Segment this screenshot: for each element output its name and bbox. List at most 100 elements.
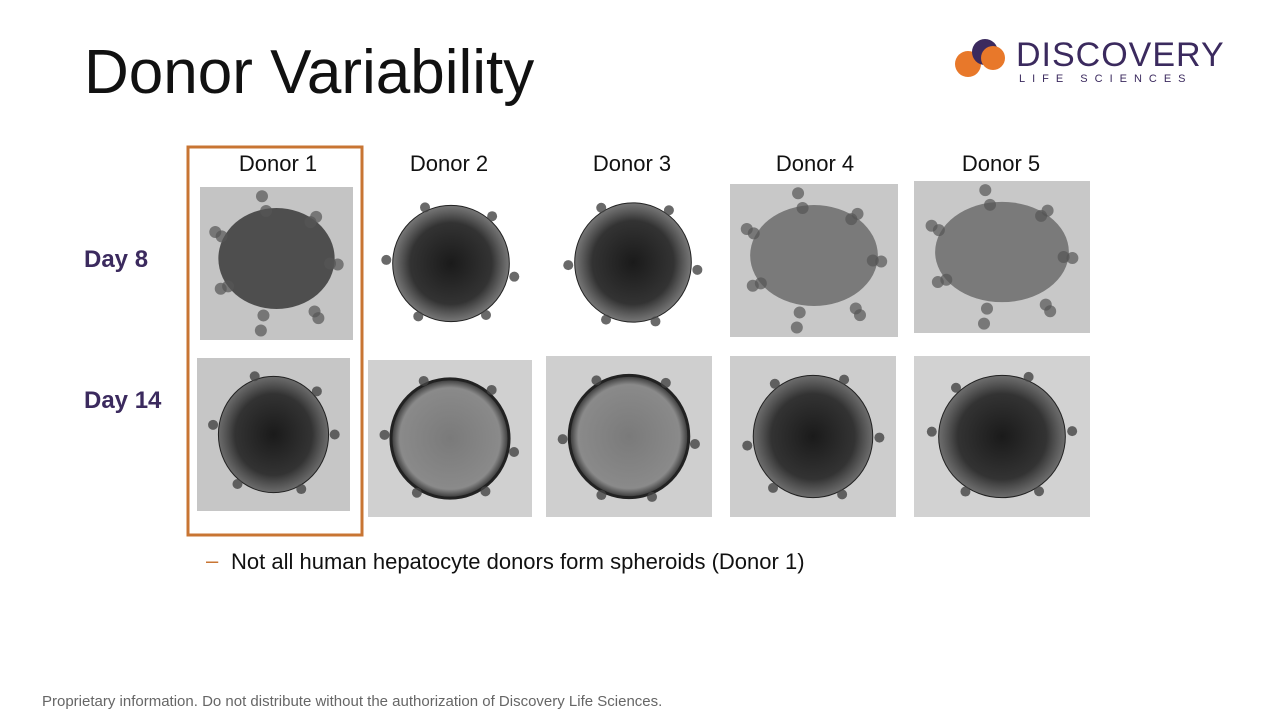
cell	[875, 255, 888, 268]
cell-cluster	[935, 201, 1069, 303]
cell	[979, 184, 992, 197]
cell	[591, 375, 602, 386]
spheroid	[392, 204, 510, 323]
spheroid	[217, 375, 330, 494]
cell	[413, 311, 424, 322]
cell	[793, 306, 806, 319]
bullet-dash: –	[206, 548, 219, 573]
cell	[418, 375, 429, 386]
cell	[853, 309, 866, 322]
cell	[874, 432, 885, 443]
cell	[563, 260, 574, 271]
spheroid	[389, 377, 511, 500]
microscopy-image	[546, 356, 712, 517]
cell	[692, 264, 703, 275]
microscopy-image	[197, 358, 350, 511]
cell	[232, 478, 243, 489]
cell	[311, 386, 322, 397]
cell	[254, 324, 267, 337]
cell	[851, 207, 864, 220]
cell	[249, 371, 260, 382]
column-label: Donor 5	[962, 151, 1040, 176]
bullet-text: Not all human hepatocyte donors form sph…	[231, 549, 805, 574]
cell	[1066, 252, 1079, 265]
microscopy-image	[368, 360, 532, 517]
cell	[931, 276, 944, 289]
cell	[1023, 371, 1034, 382]
cell	[740, 222, 753, 235]
cell	[769, 378, 780, 389]
slide-title: Donor Variability	[84, 38, 534, 107]
cell	[1034, 486, 1045, 497]
row-label: Day 8	[84, 246, 148, 273]
cell-cluster	[218, 208, 335, 309]
cell	[411, 487, 422, 498]
cell	[487, 211, 498, 222]
microscopy-image	[914, 356, 1090, 517]
microscopy-image	[200, 187, 353, 340]
footer: Proprietary information. Do not distribu…	[42, 693, 662, 710]
cell	[742, 440, 753, 451]
cell	[509, 447, 520, 458]
spheroid	[567, 373, 691, 500]
column-label: Donor 3	[593, 151, 671, 176]
microscopy-image	[730, 356, 896, 517]
cell	[596, 202, 607, 213]
cell	[960, 486, 971, 497]
cell	[790, 321, 803, 334]
cell	[331, 258, 344, 271]
image-grid	[197, 181, 1090, 517]
cell	[381, 254, 392, 265]
cell	[214, 282, 227, 295]
cell	[984, 198, 997, 211]
column-label: Donor 4	[776, 151, 854, 176]
logo-name: DISCOVERY	[1016, 36, 1225, 74]
cell	[1057, 251, 1070, 263]
spheroid	[938, 374, 1066, 499]
cell	[792, 187, 805, 200]
cell	[796, 201, 809, 214]
cell	[601, 314, 612, 325]
spheroid	[752, 374, 874, 499]
logo-mark	[981, 46, 1005, 70]
column-label: Donor 2	[410, 151, 488, 176]
cell	[660, 377, 671, 388]
cell	[746, 279, 759, 292]
cell	[208, 419, 219, 430]
cell	[480, 486, 491, 497]
logo: DISCOVERY LIFE SCIENCES	[955, 36, 1225, 85]
cell	[557, 434, 568, 445]
microscopy-image	[914, 181, 1090, 333]
cell	[663, 205, 674, 216]
cell	[980, 302, 993, 315]
spheroid	[574, 202, 692, 323]
cell	[255, 190, 268, 203]
cell	[509, 271, 520, 282]
cell	[1044, 305, 1057, 318]
cell	[1067, 426, 1078, 437]
cell	[379, 429, 390, 440]
cell	[312, 312, 325, 325]
cell	[420, 202, 431, 213]
column-label: Donor 1	[239, 151, 317, 176]
microscopy-image	[370, 187, 532, 340]
cell	[925, 219, 938, 232]
cell	[768, 482, 779, 493]
row-label: Day 14	[84, 387, 162, 414]
cell	[950, 382, 961, 393]
cell	[689, 439, 700, 450]
cell	[837, 489, 848, 500]
cell	[650, 316, 661, 327]
cell	[310, 210, 323, 223]
cell	[329, 429, 340, 440]
cell	[481, 309, 492, 320]
microscopy-image	[552, 184, 714, 341]
cell	[296, 484, 307, 495]
cell	[1041, 204, 1054, 217]
cell	[926, 426, 937, 437]
cell	[486, 384, 497, 395]
cell-cluster	[750, 205, 878, 306]
